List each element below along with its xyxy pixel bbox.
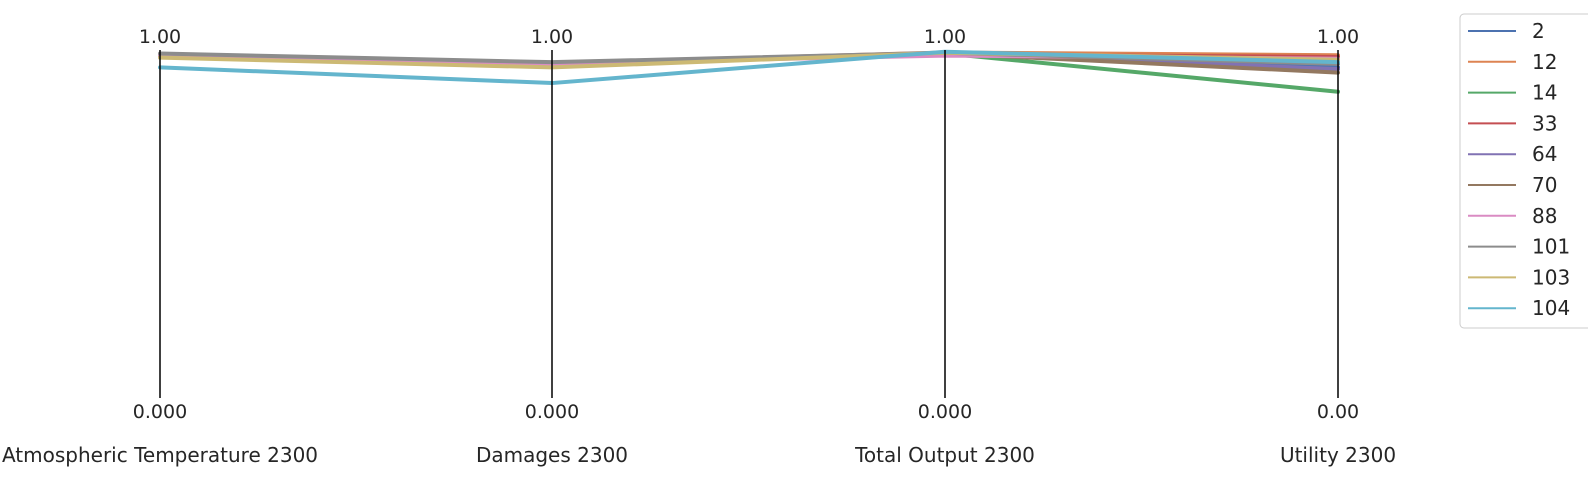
axis-bottom-tick-3: 0.000	[918, 401, 972, 423]
axis-label-4: Utility 2300	[1280, 443, 1396, 467]
axis-bottom-tick-2: 0.000	[525, 401, 579, 423]
axis-top-tick-2: 1.00	[531, 26, 573, 48]
legend-label-33: 33	[1532, 111, 1557, 135]
axis-label-3: Total Output 2300	[854, 443, 1035, 467]
axis-bottom-tick-4: 0.00	[1317, 401, 1359, 423]
legend-label-88: 88	[1532, 204, 1557, 228]
axis-label-2: Damages 2300	[476, 443, 628, 467]
legend-label-14: 14	[1532, 81, 1557, 105]
legend-label-101: 101	[1532, 235, 1570, 259]
legend: 2 12 14 33 64 70 88 101 103 104	[1459, 13, 1588, 329]
axis-label-1: Atmospheric Temperature 2300	[2, 443, 318, 467]
axis-bottom-tick-1: 0.000	[133, 401, 187, 423]
legend-label-70: 70	[1532, 173, 1557, 197]
legend-label-2: 2	[1532, 19, 1545, 43]
series-line-104	[158, 49, 1340, 86]
legend-label-103: 103	[1532, 265, 1570, 289]
axis-top-tick-3: 1.00	[924, 26, 966, 48]
legend-label-12: 12	[1532, 50, 1557, 74]
legend-label-104: 104	[1532, 296, 1570, 320]
axes: 1.00 0.000 Atmospheric Temperature 2300 1.0…	[2, 26, 1396, 467]
series-lines	[158, 49, 1340, 94]
axis-top-tick-1: 1.00	[139, 26, 181, 48]
legend-label-64: 64	[1532, 142, 1557, 166]
axis-top-tick-4: 1.00	[1317, 26, 1359, 48]
